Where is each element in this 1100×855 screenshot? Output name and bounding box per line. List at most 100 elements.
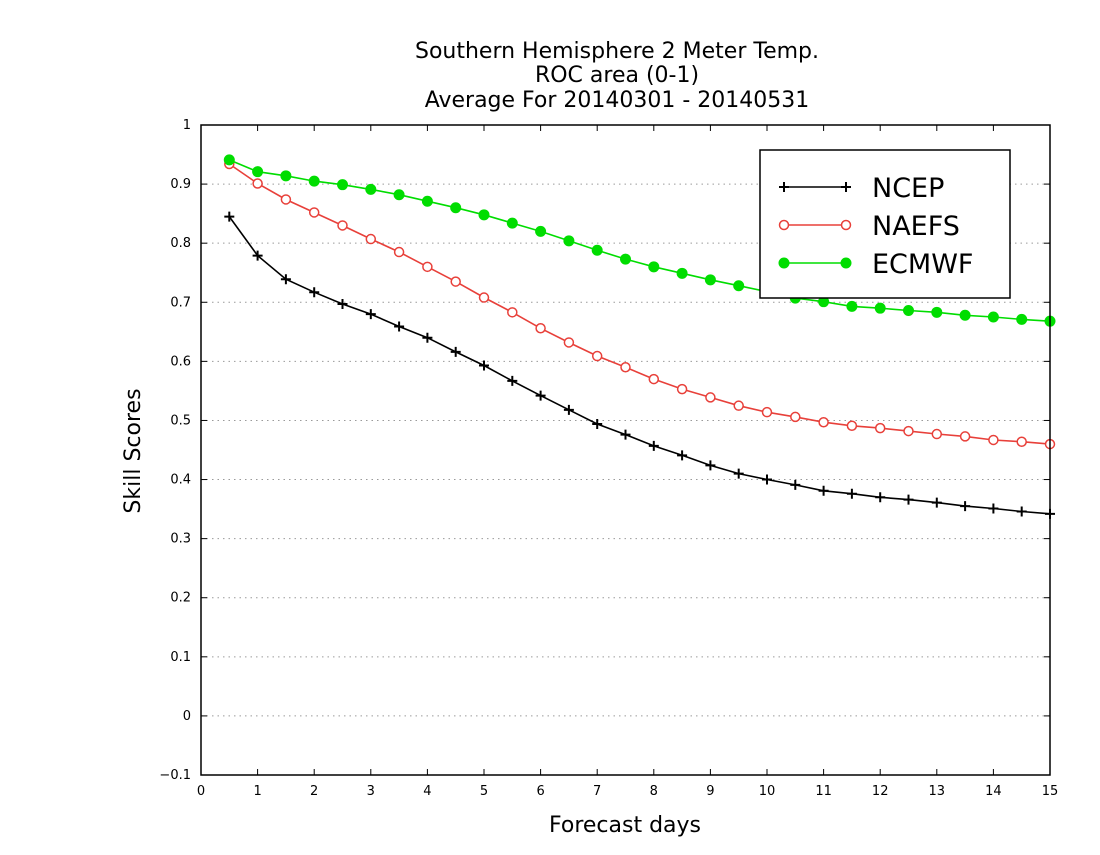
- data-point-ncep: [507, 375, 518, 386]
- y-tick-label: 0.9: [170, 177, 191, 192]
- data-point-ncep: [252, 250, 263, 261]
- x-tick-label: 11: [815, 784, 832, 799]
- data-point-ncep: [818, 485, 829, 496]
- legend: NCEP NAEFS ECMWF: [759, 149, 1011, 299]
- x-tick-label: 14: [985, 784, 1002, 799]
- data-point-naefs: [478, 292, 490, 303]
- data-point-ecmwf: [676, 267, 688, 279]
- data-point-ncep: [988, 503, 999, 514]
- data-point-ncep: [846, 488, 857, 499]
- data-point-ecmwf: [393, 189, 405, 201]
- series-ncep: [224, 211, 1055, 519]
- legend-marker-ncep: [779, 182, 789, 192]
- x-tick-label: 12: [872, 784, 889, 799]
- data-point-ncep: [535, 390, 546, 401]
- chart-title: Southern Hemisphere 2 Meter Temp. ROC ar…: [415, 39, 819, 113]
- legend-label-naefs: NAEFS: [872, 211, 960, 242]
- data-point-ecmwf: [563, 235, 575, 247]
- data-point-naefs: [535, 323, 546, 334]
- x-tick-label: 8: [650, 784, 658, 799]
- legend-label-ecmwf: ECMWF: [872, 249, 973, 280]
- y-axis-label: Skill Scores: [121, 388, 146, 513]
- data-point-ecmwf: [308, 175, 320, 187]
- data-point-ecmwf: [223, 154, 235, 166]
- data-point-ecmwf: [252, 166, 264, 178]
- data-point-naefs: [648, 373, 660, 385]
- y-tick-label: 0.4: [170, 473, 191, 488]
- data-point-ncep: [394, 321, 405, 332]
- grid: [201, 183, 1050, 717]
- y-tick-label: 0.8: [170, 236, 191, 251]
- y-tick-label: 0.3: [170, 532, 191, 547]
- data-point-ncep: [903, 494, 914, 505]
- data-point-ecmwf: [421, 195, 433, 207]
- x-axis-label: Forecast days: [549, 813, 701, 838]
- data-point-naefs: [422, 261, 433, 273]
- x-tick-label: 10: [759, 784, 776, 799]
- y-tick-label: 0.7: [170, 295, 191, 310]
- data-point-naefs: [563, 337, 575, 348]
- data-point-ecmwf: [903, 305, 914, 317]
- data-point-naefs: [988, 434, 999, 446]
- data-point-ncep: [931, 497, 942, 508]
- data-point-ncep: [337, 299, 348, 310]
- data-point-ecmwf: [365, 183, 377, 195]
- data-point-naefs: [676, 383, 688, 395]
- data-point-ecmwf: [506, 217, 518, 229]
- data-point-ecmwf: [1016, 313, 1028, 325]
- data-point-naefs: [761, 406, 773, 418]
- axis-ticks: −0.100.10.20.30.40.50.60.70.80.910 1 2 3 4 5 6…: [159, 118, 1058, 799]
- data-point-ncep: [479, 360, 489, 371]
- data-point-naefs: [393, 246, 405, 258]
- data-point-ecmwf: [280, 170, 292, 182]
- data-point-ncep: [790, 479, 801, 490]
- data-point-ncep: [1016, 506, 1027, 517]
- data-point-naefs: [931, 428, 943, 440]
- x-tick-label: 4: [423, 784, 431, 799]
- legend-marker-naefs: [840, 219, 852, 231]
- data-point-naefs: [903, 425, 914, 437]
- chart-title-line-2: ROC area (0-1): [535, 63, 699, 88]
- data-point-naefs: [365, 233, 377, 245]
- series-naefs: [224, 158, 1056, 450]
- x-tick-label: 6: [536, 784, 544, 799]
- data-point-ecmwf: [478, 209, 490, 221]
- data-point-naefs: [874, 422, 886, 434]
- legend-box: [759, 149, 1011, 299]
- x-tick-label: 2: [310, 784, 318, 799]
- data-point-ecmwf: [874, 302, 886, 314]
- data-point-naefs: [818, 416, 829, 428]
- data-point-ncep: [733, 468, 744, 479]
- x-tick-label: 3: [367, 784, 375, 799]
- data-point-ncep: [677, 450, 688, 461]
- data-point-ncep: [450, 346, 461, 357]
- series-lines: [223, 154, 1056, 519]
- data-point-naefs: [252, 178, 263, 189]
- data-point-naefs: [733, 400, 744, 411]
- data-point-naefs: [337, 220, 348, 231]
- data-point-ncep: [422, 332, 433, 343]
- data-point-ecmwf: [987, 311, 999, 323]
- data-point-naefs: [959, 431, 971, 442]
- data-point-naefs: [790, 411, 801, 423]
- x-tick-label: 15: [1042, 784, 1059, 799]
- data-point-naefs: [507, 307, 518, 318]
- legend-marker-naefs: [778, 219, 790, 231]
- legend-marker-ecmwf: [840, 257, 852, 269]
- y-tick-label: 0.2: [170, 591, 191, 606]
- data-point-ecmwf: [337, 179, 348, 191]
- x-tick-label: 7: [593, 784, 601, 799]
- data-point-ncep: [960, 501, 971, 512]
- chart-title-line-1: Southern Hemisphere 2 Meter Temp.: [415, 39, 819, 64]
- data-point-ecmwf: [704, 274, 716, 286]
- data-point-ecmwf: [648, 261, 660, 273]
- data-point-ncep: [592, 419, 603, 429]
- data-point-ecmwf: [535, 225, 547, 237]
- data-point-ecmwf: [733, 280, 745, 292]
- y-tick-label: 0: [183, 709, 191, 724]
- legend-marker-ecmwf: [778, 257, 790, 269]
- data-point-ecmwf: [931, 306, 943, 318]
- y-tick-label: 1: [183, 118, 191, 133]
